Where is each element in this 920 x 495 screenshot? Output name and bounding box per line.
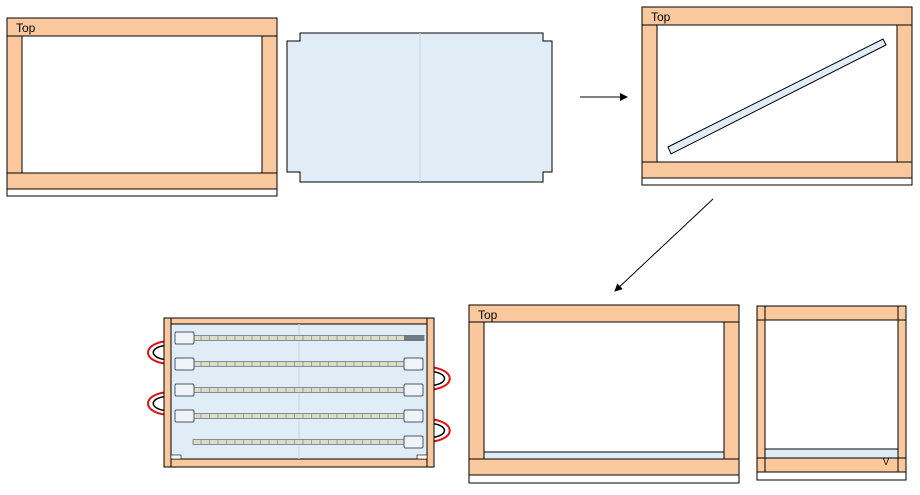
led-strip [174,331,425,345]
led-strips [174,331,425,449]
led-strip [174,383,424,397]
frame-3: Top [468,304,740,484]
cable-left-1 [147,340,173,365]
connector-right [403,409,424,423]
connector-left [174,331,195,345]
connector-left [174,357,195,371]
arrow-down-left [614,198,714,292]
led-strip [174,409,424,423]
top-label-3: Top [478,308,498,322]
connector-right [403,435,424,449]
connector-left [174,409,195,423]
diffuser-panel [286,32,553,183]
led-assembly [147,317,451,468]
cable-left-2 [147,391,173,416]
side-view-frame: V [756,305,907,481]
frame-1: Top [6,17,278,197]
frame-2: Top [641,6,913,186]
top-label-1: Top [16,21,36,35]
led-strip [192,435,424,449]
side-marker: V [883,457,889,467]
connector-left [174,383,195,397]
connector-right [403,383,424,397]
side-panel [764,448,899,459]
inserted-panel [483,451,725,460]
tilted-panel [667,38,887,155]
connector-right [403,357,424,371]
led-strip [174,357,424,371]
top-label-2: Top [651,10,671,24]
